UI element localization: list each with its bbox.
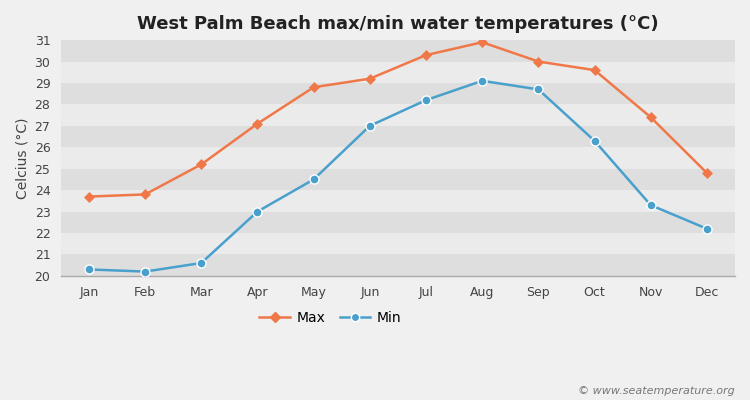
- Min: [646, 203, 656, 208]
- Bar: [61, 40, 735, 62]
- Min: [478, 78, 487, 83]
- Min: [309, 177, 318, 182]
- Min: [85, 267, 94, 272]
- Max: [140, 192, 149, 197]
- Max: [196, 162, 206, 167]
- Bar: [61, 83, 735, 104]
- Max: [590, 68, 599, 72]
- Line: Max: Max: [85, 38, 711, 200]
- Min: [196, 261, 206, 266]
- Bar: [61, 254, 735, 276]
- Bar: [61, 169, 735, 190]
- Bar: [61, 190, 735, 212]
- Max: [309, 85, 318, 90]
- Bar: [61, 104, 735, 126]
- Max: [85, 194, 94, 199]
- Min: [703, 226, 712, 231]
- Legend: Max, Min: Max, Min: [254, 305, 407, 330]
- Min: [253, 209, 262, 214]
- Line: Min: Min: [85, 76, 712, 276]
- Bar: [61, 126, 735, 147]
- Min: [140, 269, 149, 274]
- Text: © www.seatemperature.org: © www.seatemperature.org: [578, 386, 735, 396]
- Max: [422, 53, 430, 58]
- Bar: [61, 147, 735, 169]
- Bar: [61, 233, 735, 254]
- Max: [365, 76, 374, 81]
- Max: [646, 115, 656, 120]
- Min: [422, 98, 430, 102]
- Bar: [61, 212, 735, 233]
- Max: [534, 59, 543, 64]
- Max: [703, 170, 712, 175]
- Min: [534, 87, 543, 92]
- Min: [590, 138, 599, 143]
- Min: [365, 124, 374, 128]
- Max: [253, 121, 262, 126]
- Max: [478, 40, 487, 45]
- Bar: [61, 62, 735, 83]
- Title: West Palm Beach max/min water temperatures (°C): West Palm Beach max/min water temperatur…: [137, 15, 658, 33]
- Y-axis label: Celcius (°C): Celcius (°C): [15, 117, 29, 199]
